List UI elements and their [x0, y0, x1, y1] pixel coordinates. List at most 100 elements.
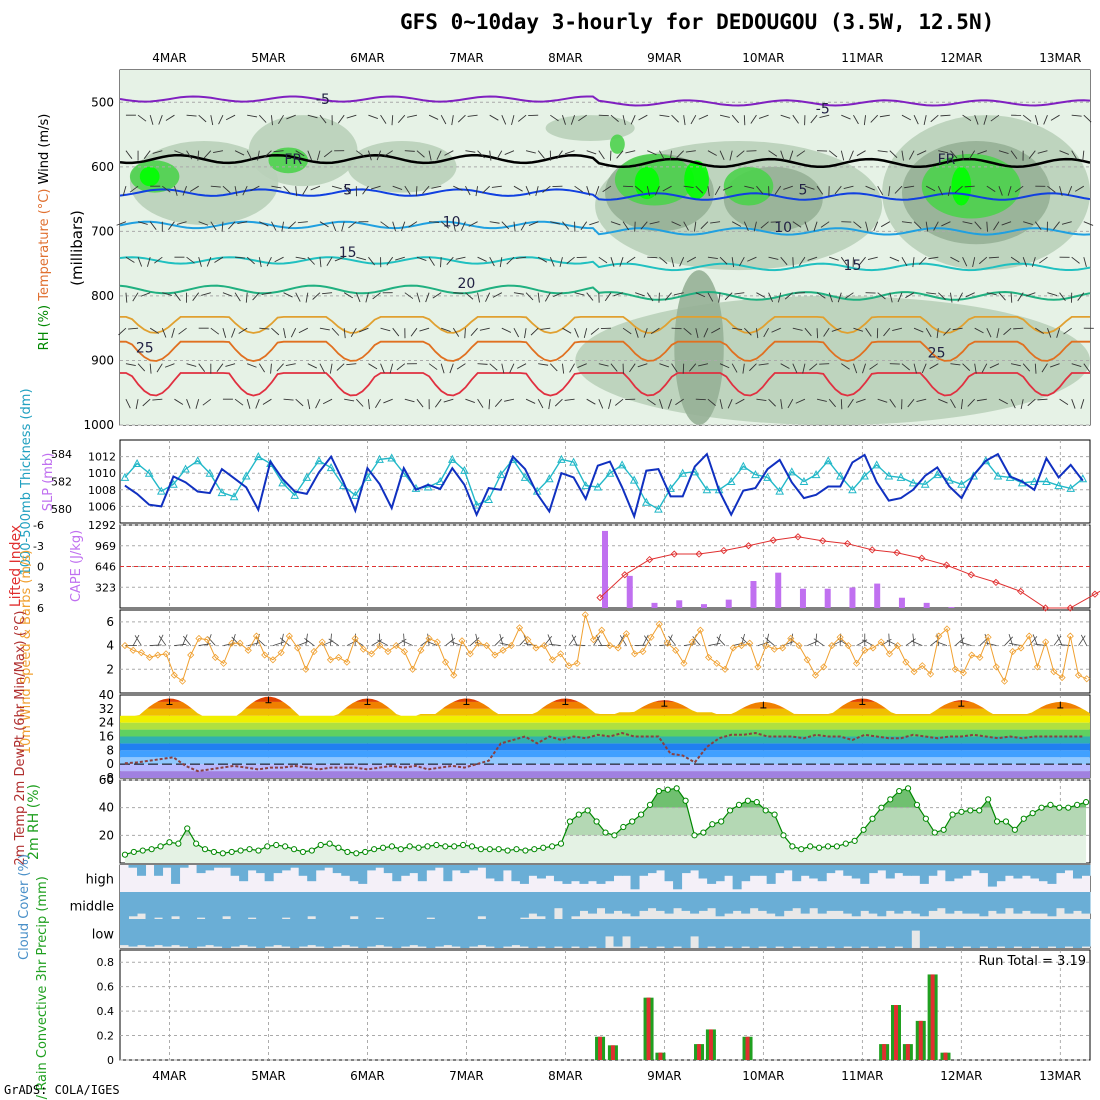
- rh-point: [593, 818, 600, 825]
- cloud-cell: [145, 919, 155, 947]
- cloud-cell: [783, 892, 793, 911]
- contour-label: -5: [316, 92, 330, 108]
- cloud-cell: [732, 919, 742, 948]
- rh-point: [744, 797, 751, 804]
- li-tick-label: 0: [37, 561, 44, 574]
- wind-speed-point: [1058, 674, 1066, 682]
- cloud-cell: [639, 919, 649, 947]
- cloud-cell: [460, 892, 470, 919]
- cloud-cell: [587, 892, 597, 914]
- rh-point: [273, 841, 280, 849]
- wind-speed-point: [1050, 668, 1058, 676]
- rh-point: [789, 843, 796, 850]
- x-tick-label-bottom: 4MAR: [152, 1069, 187, 1083]
- thickness-point: [496, 470, 506, 479]
- lifted-index-point: [918, 554, 926, 562]
- cloud-cell: [587, 919, 597, 947]
- run-total-annotation: Run Total = 3.19: [978, 954, 1086, 969]
- rh-point: [460, 841, 467, 849]
- rh-point: [406, 843, 413, 850]
- cloud-cell: [332, 892, 342, 919]
- wind-speed-point: [565, 662, 573, 670]
- rh-point: [557, 840, 565, 847]
- cloud-cell: [656, 865, 666, 871]
- thickness-point: [775, 486, 785, 495]
- cloud-cell: [681, 892, 691, 911]
- cloud-cell: [622, 919, 632, 937]
- lifted-index-point: [967, 571, 975, 579]
- wind-speed-point: [614, 644, 622, 652]
- cloud-cell: [247, 892, 257, 918]
- wind-speed-point: [951, 665, 959, 673]
- wind-speed-point: [959, 669, 967, 677]
- cape-bar: [948, 607, 955, 608]
- wind-speed-point: [532, 644, 540, 652]
- wind-speed-point: [902, 658, 910, 666]
- rh-point: [388, 843, 396, 850]
- x-tick-label-bottom: 13MAR: [1039, 1069, 1081, 1083]
- precip-convective-bar: [646, 997, 651, 1060]
- cloud-cell: [324, 919, 334, 948]
- thickness-point: [423, 482, 433, 491]
- wind-speed-point: [367, 650, 376, 658]
- thickness-point: [908, 478, 918, 487]
- cloud-cell: [230, 892, 240, 919]
- thickness-point: [326, 463, 336, 472]
- cloud-cell: [477, 865, 487, 868]
- rh-point: [967, 807, 974, 814]
- rh-point: [887, 796, 894, 803]
- cloud-cell: [392, 865, 402, 882]
- lifted-index-line: [599, 536, 1100, 609]
- cloud-cell: [605, 865, 615, 882]
- cloud-cell: [622, 892, 632, 914]
- thickness-point: [896, 472, 906, 481]
- cloud-cell: [213, 892, 223, 919]
- rh-point: [290, 846, 298, 853]
- cloud-cell: [664, 919, 674, 948]
- cloud-cell: [1030, 892, 1040, 914]
- slp-tick-label: 1006: [88, 500, 116, 513]
- rh-point: [940, 826, 947, 833]
- cloud-cell: [230, 919, 240, 947]
- rh-point: [513, 846, 520, 853]
- cloud-cell: [154, 892, 164, 918]
- wind-speed-point: [820, 663, 828, 671]
- panel-frame: [119, 609, 1091, 694]
- cloud-cell: [230, 865, 240, 876]
- wind-speed-point: [524, 636, 532, 644]
- cloud-cell: [324, 892, 334, 919]
- cloud-cell: [766, 919, 776, 948]
- cloud-cell: [536, 919, 546, 947]
- cloud-cell: [996, 892, 1006, 914]
- y-tick-label: 0: [106, 757, 114, 771]
- cloud-cell: [605, 919, 615, 937]
- wind-speed-point: [203, 636, 211, 644]
- cloud-cell: [434, 919, 444, 947]
- wind-speed-point: [844, 642, 852, 650]
- thickness-point: [217, 488, 227, 497]
- thickness-point: [1029, 476, 1039, 485]
- cloud-cell: [885, 919, 895, 948]
- rh-point: [602, 829, 609, 836]
- cloud-cell: [307, 919, 317, 946]
- cloud-cell: [902, 919, 912, 948]
- wind-speed-point: [548, 656, 556, 664]
- wind-speed-point: [926, 670, 935, 678]
- cloud-cell: [894, 865, 904, 874]
- wind-speed-point: [721, 665, 729, 673]
- cloud-cell: [273, 892, 283, 919]
- thickness-point: [848, 485, 857, 494]
- wind-speed-point: [294, 644, 302, 652]
- y-tick-label: 6: [106, 615, 114, 629]
- cloud-panel: high middle low Cloud Cover (%): [17, 854, 1091, 960]
- cloud-cell: [851, 865, 861, 879]
- wind-speed-point: [474, 639, 482, 647]
- wind-speed-point: [968, 651, 976, 659]
- cloud-cell: [715, 865, 725, 882]
- rh-point: [121, 851, 129, 858]
- wind-speed-point: [335, 653, 343, 661]
- rh-point: [682, 797, 689, 804]
- cloud-cell: [800, 892, 810, 914]
- rh-point: [175, 840, 182, 847]
- cloud-cell: [1021, 892, 1031, 911]
